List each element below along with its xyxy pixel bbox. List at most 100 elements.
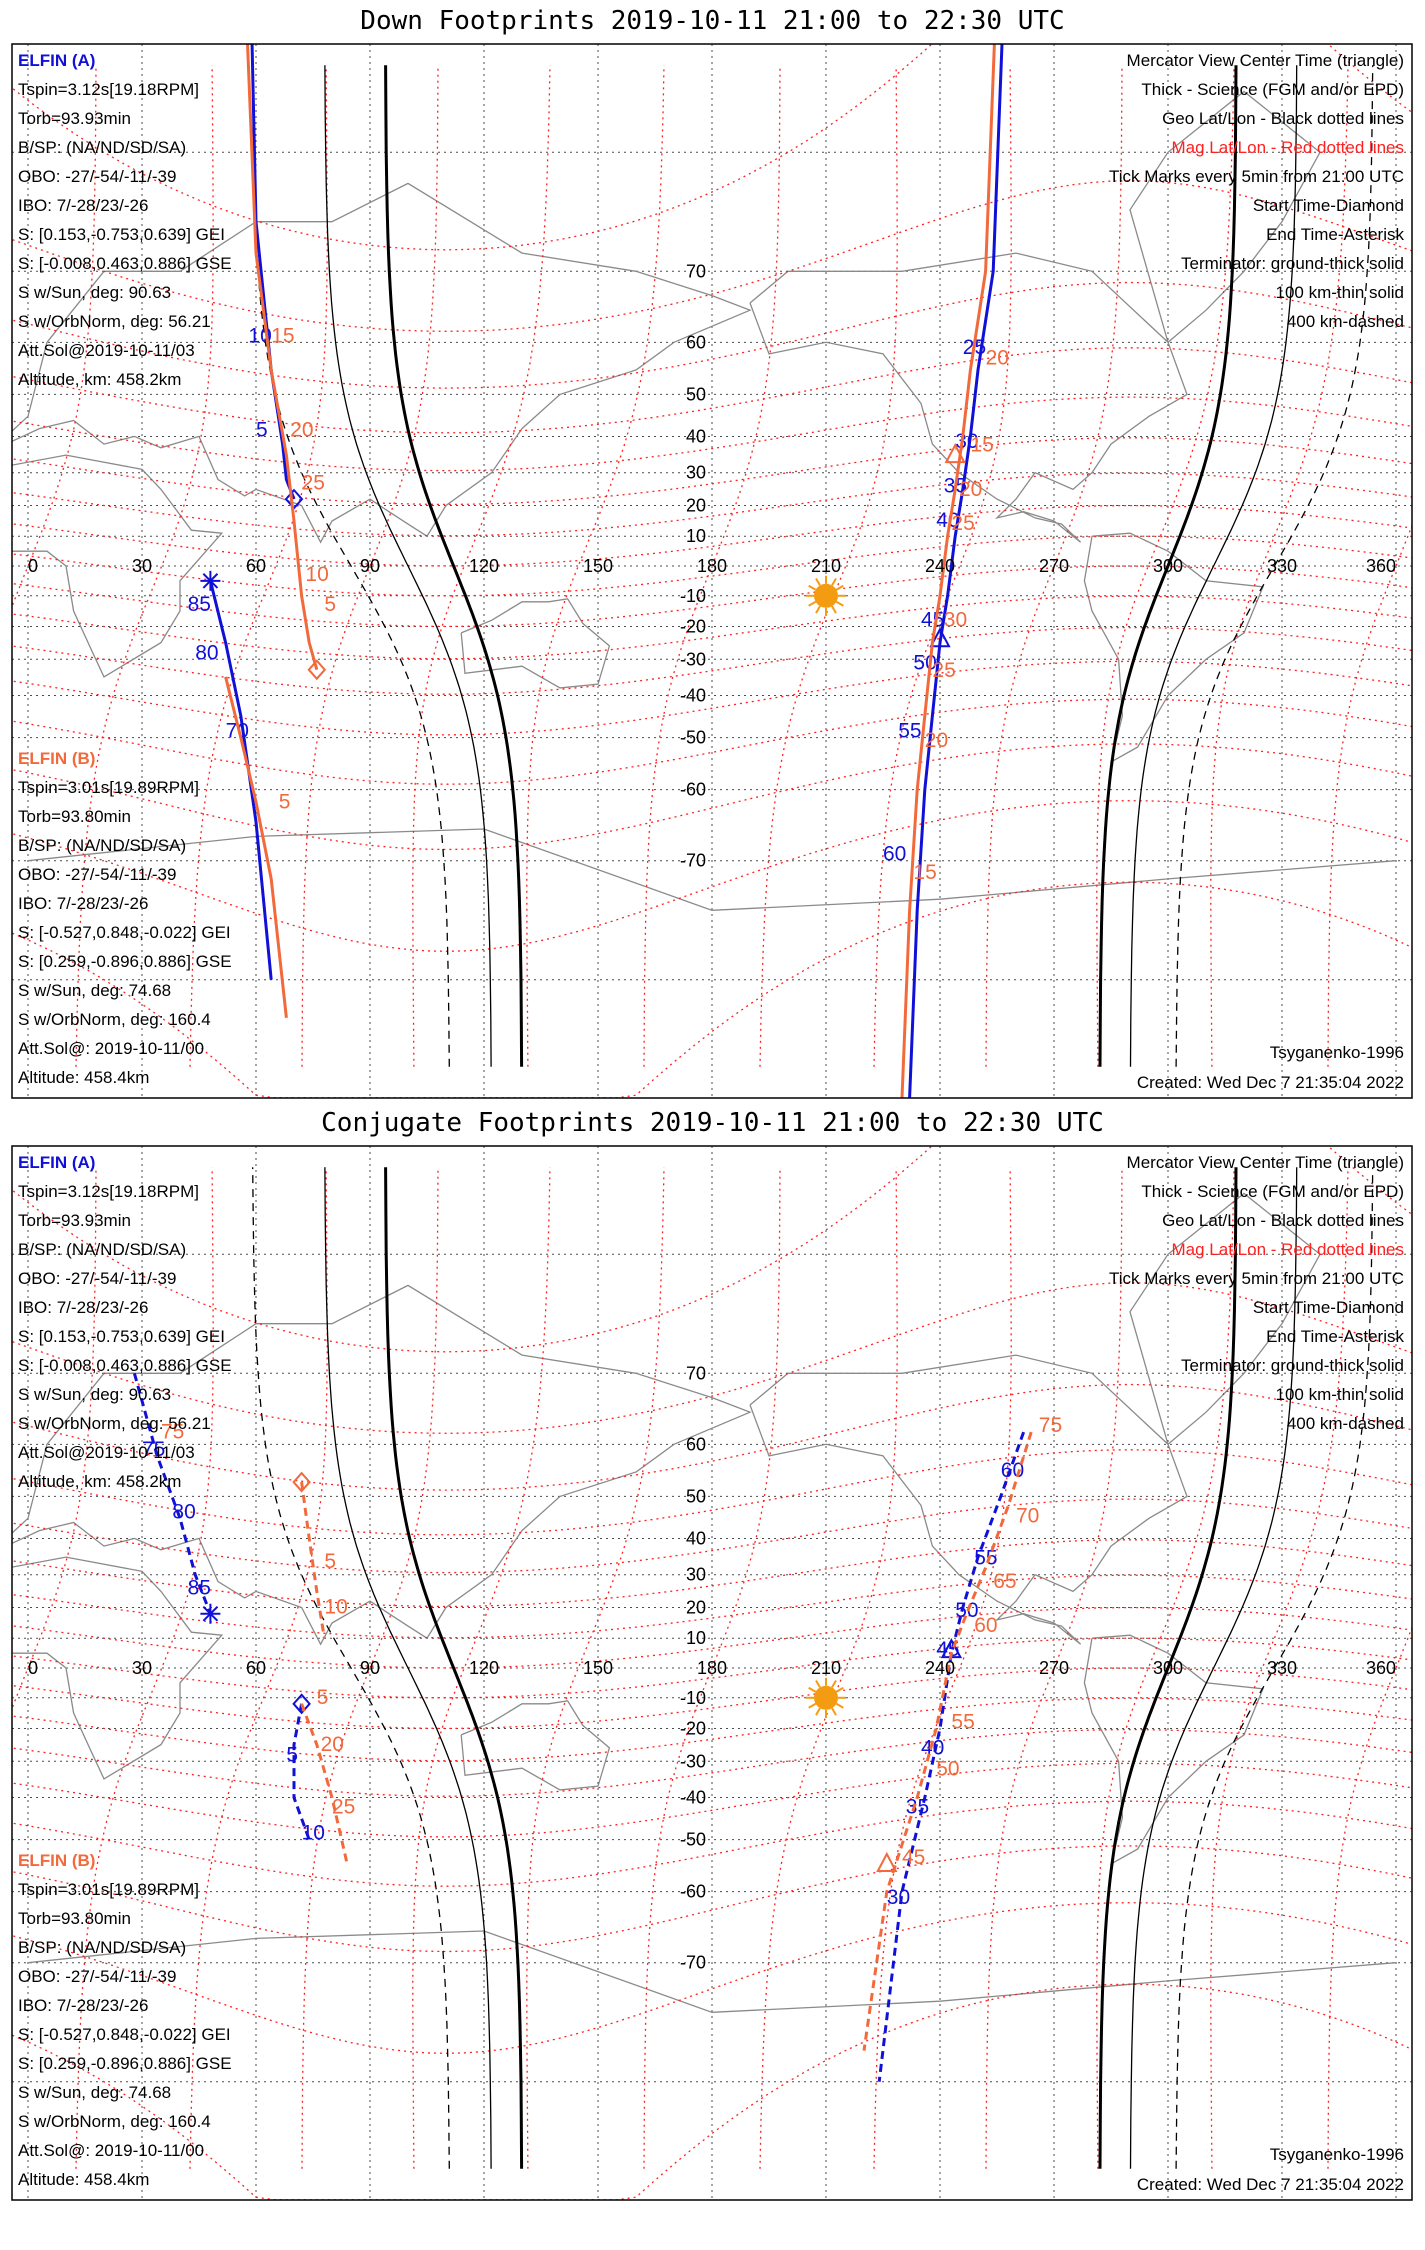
tick-label: 60: [883, 843, 906, 866]
lat-tick: 50: [686, 1486, 706, 1506]
tick-label: 55: [898, 720, 921, 743]
mag-parallel: [12, 437, 1412, 506]
tick-label: 25: [932, 659, 955, 682]
end-asterisk: [200, 570, 221, 591]
legend-item: Geo Lat/Lon - Black dotted lines: [1162, 1211, 1404, 1230]
terminator-400km: [252, 65, 450, 1067]
elfin-a-info-line: S w/Sun, deg: 90.63: [18, 283, 171, 302]
mag-meridian: [75, 65, 214, 1067]
sun-disk: [814, 583, 838, 608]
mag-parallel: [12, 1762, 1412, 1838]
lon-tick: 300: [1153, 556, 1183, 576]
mag-meridian: [189, 1167, 328, 2169]
coastline: [1129, 1192, 1321, 1445]
elfin-a-info-line: Altitude, km: 458.2km: [18, 370, 181, 389]
mag-meridian: [759, 1167, 898, 2169]
lat-tick: -40: [680, 1788, 706, 1808]
legend-item: Geo Lat/Lon - Black dotted lines: [1162, 109, 1404, 128]
model-label: Tsyganenko-1996: [1270, 2145, 1404, 2164]
track-elfin-b: 5 20 25: [300, 1686, 355, 1865]
lon-tick-labels: 0 30 60 90 120 150 180 210 240 270 300 330 360: [28, 1658, 1396, 1678]
tick-label: 65: [993, 1570, 1016, 1593]
elfin-b-info-line: OBO: -27/-54/-11/-39: [18, 1967, 176, 1986]
coastline: [27, 828, 1397, 911]
info-text: ELFIN (A) Tspin=3.12s[19.18RPM] Torb=93.93…: [18, 1153, 232, 2189]
mag-parallel: [12, 660, 1412, 736]
elfin-a-info-line: S: [-0.008,0.463,0.886] GSE: [18, 1356, 232, 1375]
terminator-400km: [252, 1167, 450, 2169]
elfin-a-info-line: Att.Sol@2019-10-11/03: [18, 341, 195, 360]
lon-tick: 180: [697, 1658, 727, 1678]
tick-label: 25: [332, 1796, 355, 1819]
lon-tick: 150: [583, 1658, 613, 1678]
elfin-b-name: ELFIN (B): [18, 749, 95, 768]
coastline: [1083, 532, 1264, 764]
track-line: [292, 1703, 311, 1841]
lon-tick: 120: [469, 556, 499, 576]
sun-ray: [815, 1679, 821, 1688]
track-line: [300, 1481, 326, 1639]
mag-grid: [12, 44, 1412, 1098]
mag-meridian: [873, 65, 1012, 1067]
terminator-400km: [1175, 1167, 1374, 2169]
info-text: ELFIN (A) Tspin=3.12s[19.18RPM] Torb=93.93…: [18, 51, 232, 1087]
elfin-a-info-line: B/SP: (NA/ND/SD/SA): [18, 138, 186, 157]
lat-tick: -70: [680, 851, 706, 871]
terminator-100km: [1129, 65, 1298, 1067]
tick-label: 20: [986, 347, 1009, 370]
tick-label: 55: [951, 1711, 974, 1734]
elfin-a-info-line: Torb=93.93min: [18, 109, 131, 128]
mag-parallel: [12, 1282, 1412, 1434]
center-triangle: [876, 1851, 898, 1873]
tick-label: 25: [302, 471, 325, 494]
terminator-ground: [1098, 1167, 1238, 2169]
start-diamond: [292, 1471, 311, 1493]
elfin-a-info-line: S: [0.153,-0.753,0.639] GEI: [18, 225, 225, 244]
lat-tick: -60: [680, 780, 706, 800]
elfin-a-info-line: OBO: -27/-54/-11/-39: [18, 1269, 176, 1288]
lat-tick: -20: [680, 617, 706, 637]
panel-title-down: Down Footprints 2019-10-11 21:00 to 22:3…: [360, 6, 1065, 36]
legend-item: 100 km-thin solid: [1275, 283, 1404, 302]
sun-ray: [835, 1686, 844, 1693]
terminator-100km: [1129, 1167, 1298, 2169]
track-line: [208, 580, 273, 980]
lon-tick: 240: [925, 556, 955, 576]
mag-parallel: [12, 1902, 1412, 2054]
created-label: Created: Wed Dec 7 21:35:04 2022: [1137, 1073, 1404, 1092]
tick-label: 5: [279, 790, 291, 813]
panel-frame: [11, 1145, 1413, 2201]
coastline: [460, 598, 611, 689]
legend-item: Mag Lat/Lon - Red dotted lines: [1172, 138, 1404, 157]
track-elfin-b: 15 20 25 10 5: [246, 44, 336, 681]
elfin-b-info-line: B/SP: (NA/ND/SD/SA): [18, 836, 186, 855]
sun-ray: [835, 584, 844, 591]
elfin-a-info-line: B/SP: (NA/ND/SD/SA): [18, 1240, 186, 1259]
legend-item: Start Time-Diamond: [1253, 196, 1404, 215]
tick-label: 40: [921, 1737, 944, 1760]
tick-label: 5: [286, 1743, 298, 1766]
legend-item: 100 km-thin solid: [1275, 1385, 1404, 1404]
track-line: [862, 1431, 1033, 2051]
lon-tick: 240: [925, 1658, 955, 1678]
lat-tick: -20: [680, 1719, 706, 1739]
elfin-b-info-line: Tspin=3.01s[19.89RPM]: [18, 778, 199, 797]
lat-tick: 70: [686, 1363, 706, 1383]
track-elfin-a: 75 80 85: [132, 1372, 221, 1624]
lat-tick: 50: [686, 384, 706, 404]
elfin-a-name: ELFIN (A): [18, 51, 95, 70]
tick-label: 85: [188, 593, 211, 616]
lon-tick: 30: [132, 1658, 152, 1678]
lat-tick: 10: [686, 1628, 706, 1648]
lat-tick: 20: [686, 1597, 706, 1617]
track-elfin-a: 85 80 70: [188, 570, 273, 980]
tick-label: 10: [305, 563, 328, 586]
tick-label: 45: [902, 1846, 925, 1869]
tick-label: 15: [913, 861, 936, 884]
mag-meridian: [189, 65, 328, 1067]
tick-label: 75: [1039, 1414, 1062, 1437]
lat-tick-labels: 70 60 50 40 30 20 10 -10 -20 -30 -40 -50 -60 -70: [680, 1363, 706, 1972]
tick-label: 30: [944, 609, 967, 632]
lat-tick: -50: [680, 1830, 706, 1850]
